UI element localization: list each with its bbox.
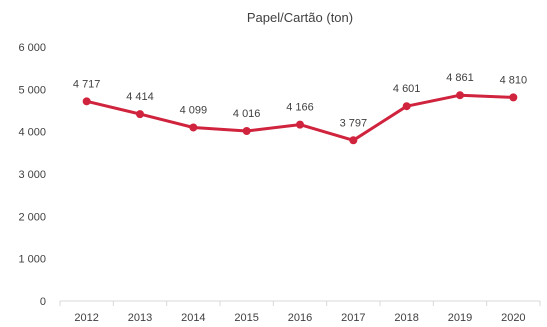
x-tick-label: 2018: [394, 312, 418, 324]
data-point: [296, 120, 304, 129]
data-point: [82, 97, 91, 106]
data-label: 4 414: [126, 91, 154, 103]
y-tick-label: 4 000: [18, 127, 46, 139]
data-label: 4 810: [500, 74, 528, 86]
data-label: 4 166: [286, 102, 314, 114]
data-point: [189, 123, 198, 132]
data-label: 4 099: [180, 104, 208, 116]
x-axis: 2012 2013 2014 2015 2016 2017 2018 2019 2020: [59, 300, 541, 324]
data-label: 4 601: [393, 83, 421, 95]
x-tick-label: 2013: [128, 312, 152, 324]
x-tick-label: 2015: [234, 312, 258, 324]
x-tick-label: 2017: [341, 312, 365, 324]
y-tick-label: 0: [40, 296, 46, 308]
y-tick-label: 5 000: [18, 84, 46, 96]
data-label: 3 797: [340, 117, 368, 129]
x-tick-label: 2020: [501, 312, 525, 324]
y-tick-label: 2 000: [18, 211, 46, 223]
y-axis: 0 1 000 2 000 3 000 4 000 5 000 6 000: [18, 42, 46, 308]
data-point: [349, 136, 358, 145]
data-point: [509, 93, 518, 102]
x-tick-label: 2019: [448, 312, 472, 324]
y-tick-label: 3 000: [18, 169, 46, 181]
data-point: [136, 110, 144, 119]
series-layer: 4 717 4 414 4 099 4 016 4 166 3 797 4 601 4 861…: [73, 72, 528, 145]
x-tick-label: 2012: [74, 312, 98, 324]
data-label: 4 016: [233, 108, 261, 120]
y-tick-label: 1 000: [18, 254, 46, 266]
data-point: [456, 91, 464, 100]
data-label: 4 717: [73, 78, 101, 90]
data-point: [242, 126, 251, 135]
data-label: 4 861: [446, 72, 474, 84]
data-point: [402, 102, 411, 111]
chart-title: Papel/Cartão (ton): [247, 10, 353, 25]
x-tick-label: 2016: [288, 312, 312, 324]
x-tick-label: 2014: [181, 312, 205, 324]
y-tick-label: 6 000: [18, 42, 46, 54]
